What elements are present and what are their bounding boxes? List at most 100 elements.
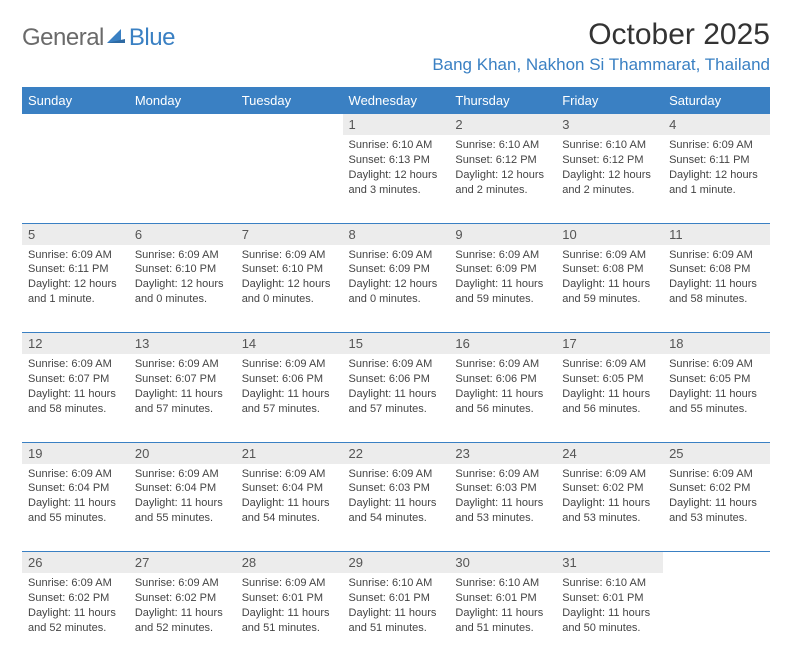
day-details-cell — [236, 135, 343, 223]
day-number-cell: 26 — [22, 552, 129, 574]
day-number-cell: 24 — [556, 442, 663, 464]
day-details-cell: Sunrise: 6:09 AMSunset: 6:06 PMDaylight:… — [449, 354, 556, 442]
daylight-text: Daylight: 11 hours and 51 minutes. — [455, 606, 550, 636]
sunset-text: Sunset: 6:12 PM — [562, 153, 657, 168]
day-number-cell: 1 — [343, 114, 450, 136]
day-details-cell: Sunrise: 6:09 AMSunset: 6:06 PMDaylight:… — [343, 354, 450, 442]
sunset-text: Sunset: 6:02 PM — [135, 591, 230, 606]
sunrise-text: Sunrise: 6:09 AM — [669, 357, 764, 372]
day-number-cell: 12 — [22, 333, 129, 355]
sunset-text: Sunset: 6:11 PM — [28, 262, 123, 277]
day-details-cell: Sunrise: 6:09 AMSunset: 6:11 PMDaylight:… — [663, 135, 770, 223]
day-number-cell: 29 — [343, 552, 450, 574]
day-number-cell: 22 — [343, 442, 450, 464]
sunrise-text: Sunrise: 6:09 AM — [349, 357, 444, 372]
day-number-cell: 23 — [449, 442, 556, 464]
sunset-text: Sunset: 6:08 PM — [562, 262, 657, 277]
weekday-header: Thursday — [449, 88, 556, 114]
day-details-row: Sunrise: 6:10 AMSunset: 6:13 PMDaylight:… — [22, 135, 770, 223]
day-number-cell: 5 — [22, 223, 129, 245]
day-details-cell: Sunrise: 6:09 AMSunset: 6:07 PMDaylight:… — [22, 354, 129, 442]
daylight-text: Daylight: 12 hours and 0 minutes. — [135, 277, 230, 307]
sunset-text: Sunset: 6:04 PM — [28, 481, 123, 496]
day-number-cell: 18 — [663, 333, 770, 355]
day-details-cell: Sunrise: 6:10 AMSunset: 6:12 PMDaylight:… — [449, 135, 556, 223]
day-number-row: 12131415161718 — [22, 333, 770, 355]
day-number-cell: 11 — [663, 223, 770, 245]
day-details-cell: Sunrise: 6:09 AMSunset: 6:02 PMDaylight:… — [22, 573, 129, 661]
sunrise-text: Sunrise: 6:10 AM — [562, 576, 657, 591]
day-details-cell: Sunrise: 6:09 AMSunset: 6:08 PMDaylight:… — [556, 245, 663, 333]
daylight-text: Daylight: 12 hours and 2 minutes. — [562, 168, 657, 198]
sunrise-text: Sunrise: 6:09 AM — [28, 357, 123, 372]
daylight-text: Daylight: 11 hours and 51 minutes. — [242, 606, 337, 636]
sunset-text: Sunset: 6:05 PM — [562, 372, 657, 387]
sunset-text: Sunset: 6:01 PM — [349, 591, 444, 606]
sunset-text: Sunset: 6:03 PM — [349, 481, 444, 496]
sunset-text: Sunset: 6:08 PM — [669, 262, 764, 277]
sunset-text: Sunset: 6:04 PM — [242, 481, 337, 496]
day-number-cell: 16 — [449, 333, 556, 355]
sunset-text: Sunset: 6:01 PM — [455, 591, 550, 606]
day-number-cell: 2 — [449, 114, 556, 136]
sunset-text: Sunset: 6:09 PM — [455, 262, 550, 277]
sunset-text: Sunset: 6:06 PM — [242, 372, 337, 387]
sunset-text: Sunset: 6:07 PM — [28, 372, 123, 387]
sunrise-text: Sunrise: 6:09 AM — [28, 467, 123, 482]
sunset-text: Sunset: 6:07 PM — [135, 372, 230, 387]
daylight-text: Daylight: 11 hours and 53 minutes. — [455, 496, 550, 526]
day-details-row: Sunrise: 6:09 AMSunset: 6:07 PMDaylight:… — [22, 354, 770, 442]
calendar-body: 1234Sunrise: 6:10 AMSunset: 6:13 PMDayli… — [22, 114, 770, 661]
daylight-text: Daylight: 11 hours and 59 minutes. — [562, 277, 657, 307]
day-number-cell: 7 — [236, 223, 343, 245]
day-details-cell: Sunrise: 6:09 AMSunset: 6:02 PMDaylight:… — [663, 464, 770, 552]
day-number-cell: 31 — [556, 552, 663, 574]
day-number-cell: 17 — [556, 333, 663, 355]
sunrise-text: Sunrise: 6:10 AM — [349, 576, 444, 591]
day-details-cell — [129, 135, 236, 223]
page-title: October 2025 — [432, 18, 770, 51]
day-details-cell: Sunrise: 6:10 AMSunset: 6:01 PMDaylight:… — [449, 573, 556, 661]
sunrise-text: Sunrise: 6:09 AM — [669, 138, 764, 153]
sunset-text: Sunset: 6:10 PM — [242, 262, 337, 277]
day-details-cell — [22, 135, 129, 223]
sunrise-text: Sunrise: 6:09 AM — [242, 467, 337, 482]
sunset-text: Sunset: 6:02 PM — [562, 481, 657, 496]
sunrise-text: Sunrise: 6:09 AM — [135, 248, 230, 263]
sunrise-text: Sunrise: 6:09 AM — [669, 467, 764, 482]
weekday-header: Friday — [556, 88, 663, 114]
day-number-cell: 3 — [556, 114, 663, 136]
day-details-cell: Sunrise: 6:09 AMSunset: 6:03 PMDaylight:… — [343, 464, 450, 552]
day-details-row: Sunrise: 6:09 AMSunset: 6:02 PMDaylight:… — [22, 573, 770, 661]
day-number-cell: 13 — [129, 333, 236, 355]
daylight-text: Daylight: 11 hours and 55 minutes. — [135, 496, 230, 526]
sunrise-text: Sunrise: 6:10 AM — [562, 138, 657, 153]
daylight-text: Daylight: 11 hours and 52 minutes. — [28, 606, 123, 636]
sunset-text: Sunset: 6:10 PM — [135, 262, 230, 277]
title-block: October 2025 Bang Khan, Nakhon Si Thamma… — [432, 18, 770, 75]
day-number-cell: 10 — [556, 223, 663, 245]
day-number-cell: 20 — [129, 442, 236, 464]
day-number-cell: 8 — [343, 223, 450, 245]
sunrise-text: Sunrise: 6:09 AM — [455, 248, 550, 263]
sunset-text: Sunset: 6:06 PM — [349, 372, 444, 387]
day-details-row: Sunrise: 6:09 AM Sunset: 6:11 PM Daylight:… — [22, 245, 770, 333]
daylight-text: Daylight: 11 hours and 53 minutes. — [562, 496, 657, 526]
day-details-cell: Sunrise: 6:09 AMSunset: 6:11 PMDaylight:… — [22, 245, 129, 333]
sunset-text: Sunset: 6:02 PM — [669, 481, 764, 496]
day-details-cell: Sunrise: 6:09 AMSunset: 6:08 PMDaylight:… — [663, 245, 770, 333]
day-number-cell: 15 — [343, 333, 450, 355]
sunrise-text: Sunrise: 6:10 AM — [455, 138, 550, 153]
sunset-text: Sunset: 6:09 PM — [349, 262, 444, 277]
day-number-cell: 9 — [449, 223, 556, 245]
daylight-text: Daylight: 11 hours and 57 minutes. — [135, 387, 230, 417]
day-details-cell: Sunrise: 6:10 AMSunset: 6:01 PMDaylight:… — [343, 573, 450, 661]
day-details-cell: Sunrise: 6:09 AMSunset: 6:10 PMDaylight:… — [129, 245, 236, 333]
header: General Blue October 2025 Bang Khan, Nak… — [22, 18, 770, 75]
sunset-text: Sunset: 6:11 PM — [669, 153, 764, 168]
day-number-cell: 30 — [449, 552, 556, 574]
daylight-text: Daylight: 11 hours and 53 minutes. — [669, 496, 764, 526]
day-number-cell — [663, 552, 770, 574]
sunrise-text: Sunrise: 6:09 AM — [455, 467, 550, 482]
day-details-cell: Sunrise: 6:10 AMSunset: 6:01 PMDaylight:… — [556, 573, 663, 661]
